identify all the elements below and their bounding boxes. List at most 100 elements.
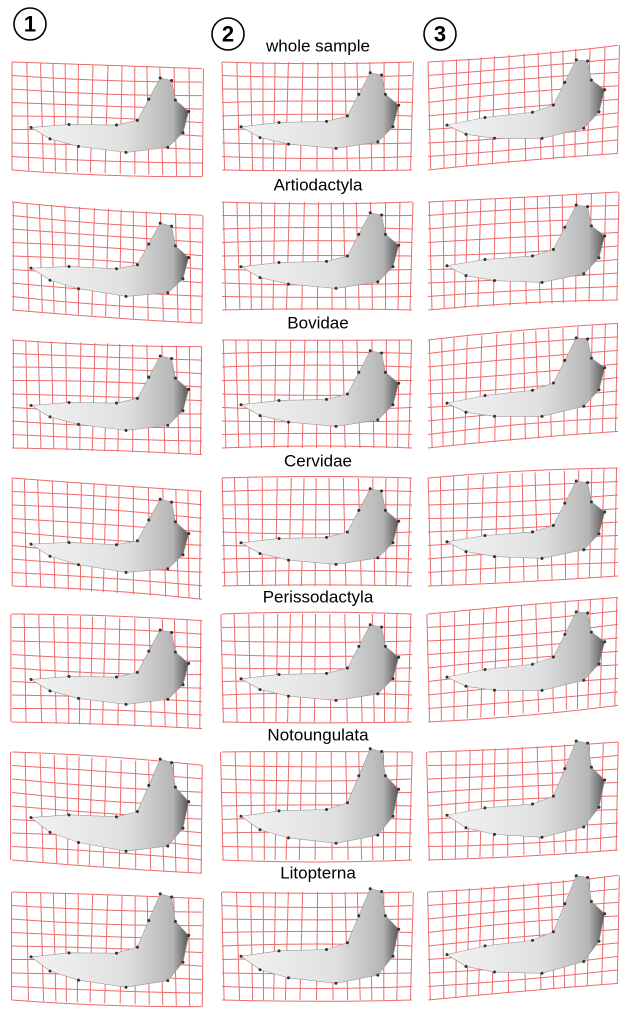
landmark [446,814,449,817]
landmark [335,147,338,150]
grid-line [428,152,618,170]
landmark [335,563,338,566]
landmark [335,425,338,428]
landmark [586,337,589,340]
landmark [287,836,290,839]
grid-line [331,752,332,860]
grid-line [118,618,120,726]
landmark [376,140,379,143]
grid-line [479,335,482,443]
grid-line [12,707,202,716]
landmark [30,267,33,270]
grid-line [465,337,467,445]
landmark [259,968,262,971]
grid-line [480,749,483,857]
landmark [240,403,243,406]
grid-line [428,430,618,448]
landmark [159,354,162,357]
grid-line [428,576,618,587]
grid-line [222,627,412,628]
grid-line [12,157,202,165]
figure: 1 2 3 whole sampleArtiodactylaBovidaeCer… [0,0,620,1015]
grid-line [300,614,303,722]
landmark [30,404,33,407]
grid-line [92,208,95,316]
column-number: 2 [222,22,234,47]
grid-line [456,889,457,997]
grid-line [315,752,316,860]
landmark [397,244,400,247]
landmark [369,747,372,750]
grid-line [302,202,305,310]
landmark [392,541,395,544]
landmark [384,509,387,512]
grid-line [329,478,330,586]
grid-line [222,202,412,204]
grid-line [536,330,539,438]
landmark [335,982,338,985]
grid-line [222,860,412,862]
grid-line [549,471,552,579]
grid-line [222,751,412,752]
landmark [240,541,243,544]
grid-line [275,752,277,860]
landmark [346,941,349,944]
grid-panel [222,62,413,171]
column-number: 1 [24,12,36,37]
grid-line [78,757,79,865]
grid-line [120,66,122,174]
grid-panel [427,737,619,861]
landmark [369,887,372,890]
grid-line [117,485,119,593]
grid-line [536,604,539,712]
landmark [369,71,372,74]
grid-line [103,484,106,592]
landmark [369,349,372,352]
landmark [325,808,328,811]
grid-line [202,69,203,177]
landmark [446,264,449,267]
grid-panel [221,747,413,862]
landmark [240,815,243,818]
landmark [397,788,400,791]
grid-line [330,614,331,722]
grid-line [285,62,288,170]
grid-line [222,612,412,614]
mandible-shape [241,73,399,149]
landmark [369,623,372,626]
mandible-shape [31,351,189,432]
grid-line [428,322,618,340]
landmark [325,536,328,539]
landmark [380,750,383,753]
grid-line [90,617,93,725]
landmark [346,801,349,804]
grid-line [300,892,303,1000]
grid-line [288,478,291,586]
grid-line [468,750,470,858]
landmark [240,955,243,958]
grid-line [524,197,526,305]
grid-line [237,62,240,170]
grid-line [248,340,250,448]
landmark [240,265,243,268]
grid-line [187,620,188,728]
landmark [392,403,395,406]
grid-line [65,64,66,172]
grid-line [495,474,497,582]
grid-line [38,480,41,588]
grid-line [315,478,316,586]
landmark [380,213,383,216]
grid-line [301,478,304,586]
landmark [278,399,281,402]
landmark [397,520,400,523]
grid-line [12,478,202,492]
landmark [278,261,281,264]
grid-line [397,892,399,1000]
grid-line [287,202,290,310]
grid-line [442,339,443,447]
grid-line [396,478,398,586]
landmark [380,489,383,492]
grid-line [467,888,469,996]
grid-line [27,203,29,311]
grid-line [492,886,494,994]
